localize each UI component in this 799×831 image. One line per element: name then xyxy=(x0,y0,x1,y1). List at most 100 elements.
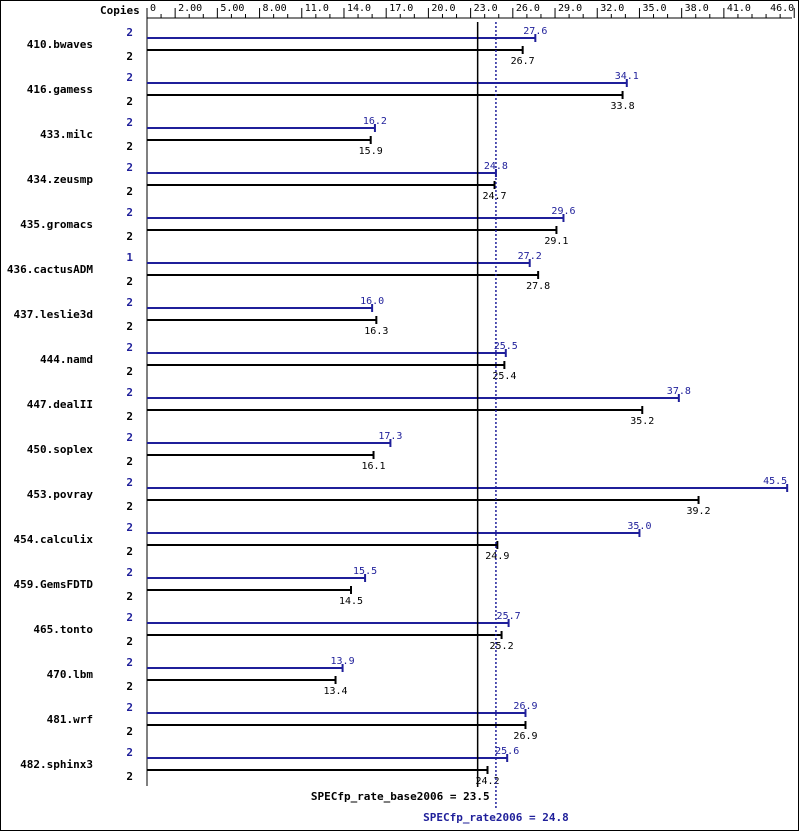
base-value-label: 26.9 xyxy=(513,731,537,742)
base-copies: 2 xyxy=(126,365,133,378)
base-copies: 2 xyxy=(126,725,133,738)
peak-copies: 2 xyxy=(126,71,133,84)
base-value-label: 24.7 xyxy=(482,191,506,202)
x-tick-label: 14.0 xyxy=(347,3,371,14)
benchmark-label: 436.cactusADM xyxy=(7,263,93,276)
base-copies: 2 xyxy=(126,635,133,648)
base-value-label: 16.3 xyxy=(364,326,388,337)
peak-value-label: 16.0 xyxy=(360,296,384,307)
peak-copies: 2 xyxy=(126,701,133,714)
peak-copies: 2 xyxy=(126,746,133,759)
benchmark-label: 465.tonto xyxy=(33,623,93,636)
peak-copies: 2 xyxy=(126,116,133,129)
x-tick-label: 23.0 xyxy=(474,3,498,14)
base-value-label: 35.2 xyxy=(630,416,654,427)
peak-copies: 2 xyxy=(126,656,133,669)
base-value-label: 39.2 xyxy=(686,506,710,517)
peak-value-label: 17.3 xyxy=(378,431,402,442)
base-value-label: 13.4 xyxy=(323,686,347,697)
base-value-label: 29.1 xyxy=(544,236,568,247)
peak-value-label: 25.7 xyxy=(497,611,521,622)
peak-value-label: 15.5 xyxy=(353,566,377,577)
peak-copies: 2 xyxy=(126,26,133,39)
x-tick-label: 17.0 xyxy=(389,3,413,14)
peak-copies: 2 xyxy=(126,161,133,174)
base-value-label: 24.9 xyxy=(485,551,509,562)
base-value-label: 24.2 xyxy=(475,776,499,787)
base-value-label: 25.2 xyxy=(490,641,514,652)
peak-value-label: 25.5 xyxy=(494,341,518,352)
benchmark-label: 459.GemsFDTD xyxy=(14,578,94,591)
peak-value-label: 37.8 xyxy=(667,386,691,397)
benchmark-label: 481.wrf xyxy=(47,713,93,726)
benchmark-label: 470.lbm xyxy=(47,668,94,681)
peak-value-label: 16.2 xyxy=(363,116,387,127)
base-copies: 2 xyxy=(126,320,133,333)
benchmark-label: 410.bwaves xyxy=(27,38,93,51)
peak-copies: 2 xyxy=(126,341,133,354)
base-copies: 2 xyxy=(126,230,133,243)
peak-value-label: 29.6 xyxy=(551,206,575,217)
benchmark-label: 482.sphinx3 xyxy=(20,758,93,771)
base-copies: 2 xyxy=(126,185,133,198)
benchmark-label: 435.gromacs xyxy=(20,218,93,231)
base-reference-label: SPECfp_rate_base2006 = 23.5 xyxy=(311,790,490,803)
peak-copies: 2 xyxy=(126,296,133,309)
peak-value-label: 27.6 xyxy=(523,26,547,37)
peak-value-label: 25.6 xyxy=(495,746,519,757)
base-copies: 2 xyxy=(126,680,133,693)
copies-header: Copies xyxy=(100,4,140,17)
benchmark-label: 454.calculix xyxy=(14,533,94,546)
base-copies: 2 xyxy=(126,50,133,63)
x-tick-label: 5.00 xyxy=(220,3,244,14)
benchmark-label: 450.soplex xyxy=(27,443,94,456)
peak-value-label: 45.5 xyxy=(763,476,787,487)
x-tick-label: 35.0 xyxy=(642,3,666,14)
x-tick-label: 8.00 xyxy=(263,3,287,14)
base-value-label: 16.1 xyxy=(361,461,385,472)
base-value-label: 25.4 xyxy=(492,371,516,382)
base-copies: 2 xyxy=(126,140,133,153)
benchmark-label: 453.povray xyxy=(27,488,94,501)
base-copies: 2 xyxy=(126,545,133,558)
peak-value-label: 35.0 xyxy=(627,521,651,532)
x-tick-label: 38.0 xyxy=(685,3,709,14)
peak-copies: 2 xyxy=(126,476,133,489)
peak-value-label: 13.9 xyxy=(331,656,355,667)
benchmark-label: 447.dealII xyxy=(27,398,93,411)
base-copies: 2 xyxy=(126,410,133,423)
peak-value-label: 34.1 xyxy=(615,71,639,82)
peak-value-label: 27.2 xyxy=(518,251,542,262)
base-copies: 2 xyxy=(126,455,133,468)
benchmark-label: 434.zeusmp xyxy=(27,173,94,186)
x-tick-label: 32.0 xyxy=(600,3,624,14)
peak-copies: 2 xyxy=(126,611,133,624)
peak-copies: 1 xyxy=(126,251,133,264)
base-copies: 2 xyxy=(126,770,133,783)
x-tick-label: 41.0 xyxy=(727,3,751,14)
benchmark-label: 444.namd xyxy=(40,353,93,366)
peak-reference-label: SPECfp_rate2006 = 24.8 xyxy=(423,811,569,824)
base-value-label: 26.7 xyxy=(511,56,535,67)
x-tick-label: 0 xyxy=(150,3,156,14)
x-tick-label: 11.0 xyxy=(305,3,329,14)
base-value-label: 15.9 xyxy=(359,146,383,157)
benchmark-label: 416.gamess xyxy=(27,83,93,96)
base-copies: 2 xyxy=(126,590,133,603)
x-tick-label: 26.0 xyxy=(516,3,540,14)
base-copies: 2 xyxy=(126,95,133,108)
peak-value-label: 26.9 xyxy=(513,701,537,712)
peak-copies: 2 xyxy=(126,386,133,399)
x-tick-label: 29.0 xyxy=(558,3,582,14)
peak-copies: 2 xyxy=(126,431,133,444)
benchmark-label: 433.milc xyxy=(40,128,93,141)
base-value-label: 14.5 xyxy=(339,596,363,607)
x-tick-label: 20.0 xyxy=(431,3,455,14)
x-tick-label: 46.0 xyxy=(770,3,794,14)
peak-copies: 2 xyxy=(126,521,133,534)
peak-copies: 2 xyxy=(126,566,133,579)
base-copies: 2 xyxy=(126,275,133,288)
peak-copies: 2 xyxy=(126,206,133,219)
